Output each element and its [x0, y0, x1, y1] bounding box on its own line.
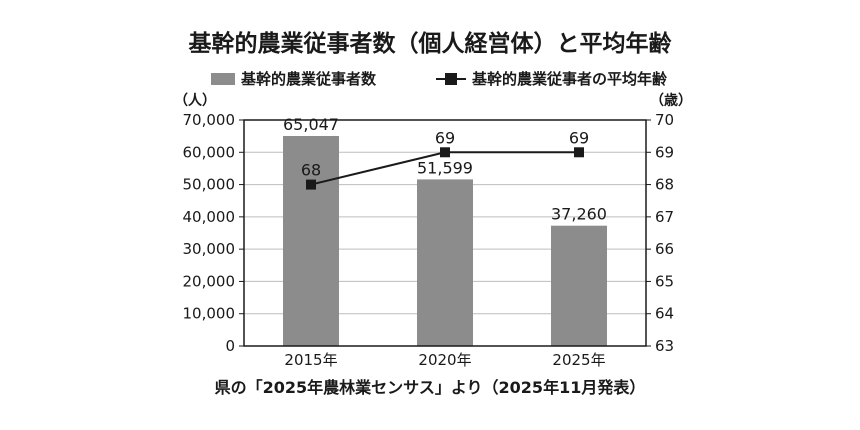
bar [417, 179, 473, 346]
bar-value-label: 37,260 [551, 205, 607, 224]
y-right-tick-label: 69 [655, 143, 674, 161]
data-labels: 65,047 51,599 37,260 68 69 69 [283, 115, 607, 224]
legend-bar-swatch [211, 73, 235, 85]
y-right-tick-label: 67 [655, 208, 674, 226]
y-right-tick-label: 64 [655, 305, 674, 323]
bar [551, 225, 607, 346]
y-right-tick-label: 65 [655, 272, 674, 290]
y-right-tick-label: 66 [655, 240, 674, 258]
legend-bar-label: 基幹的農業従事者数 [240, 70, 377, 88]
line-value-label: 69 [435, 128, 455, 147]
line-point [306, 179, 316, 190]
y-left-tick-label: 0 [225, 337, 235, 355]
y-right-tick-label: 68 [655, 176, 674, 194]
bar [283, 135, 339, 346]
chart-title: 基幹的農業従事者数（個人経営体）と平均年齢 [189, 30, 672, 57]
x-tick-label: 2020年 [418, 351, 471, 369]
plot-frame [243, 119, 647, 347]
y-left-tick-label: 30,000 [183, 240, 236, 258]
y-left-tick-label: 60,000 [183, 143, 236, 161]
y-left-axis: 0 10,000 20,000 30,000 40,000 50,000 60,000 70,… [183, 111, 244, 355]
x-tick-label: 2015年 [284, 351, 337, 369]
y-left-unit: （人） [174, 92, 216, 109]
source-note: 県の「2025年農林業センサス」より（2025年11月発表） [215, 378, 646, 397]
bars [283, 135, 607, 346]
x-tick-label: 2025年 [552, 351, 605, 369]
x-axis: 2015年 2020年 2025年 [284, 351, 605, 369]
y-left-tick-label: 40,000 [183, 208, 236, 226]
line-point [574, 147, 584, 158]
y-left-tick-label: 70,000 [183, 111, 236, 129]
y-right-axis: 63 64 65 66 67 68 69 70 [646, 111, 674, 355]
y-right-tick-label: 63 [655, 337, 674, 355]
bar-value-label: 51,599 [417, 158, 473, 177]
line-series [306, 147, 584, 190]
line-point [440, 147, 450, 158]
legend-line-label: 基幹的農業従事者の平均年齢 [471, 70, 668, 88]
y-right-tick-label: 70 [655, 111, 674, 129]
line-value-label: 68 [301, 161, 321, 180]
y-left-tick-label: 20,000 [183, 272, 236, 290]
y-left-tick-label: 50,000 [183, 176, 236, 194]
y-right-unit: （歳） [650, 92, 692, 109]
legend: 基幹的農業従事者数 基幹的農業従事者の平均年齢 [211, 70, 668, 88]
legend-line-marker [445, 73, 457, 85]
line-value-label: 69 [569, 128, 589, 147]
bar-value-label: 65,047 [283, 115, 339, 134]
y-left-tick-label: 10,000 [183, 305, 236, 323]
